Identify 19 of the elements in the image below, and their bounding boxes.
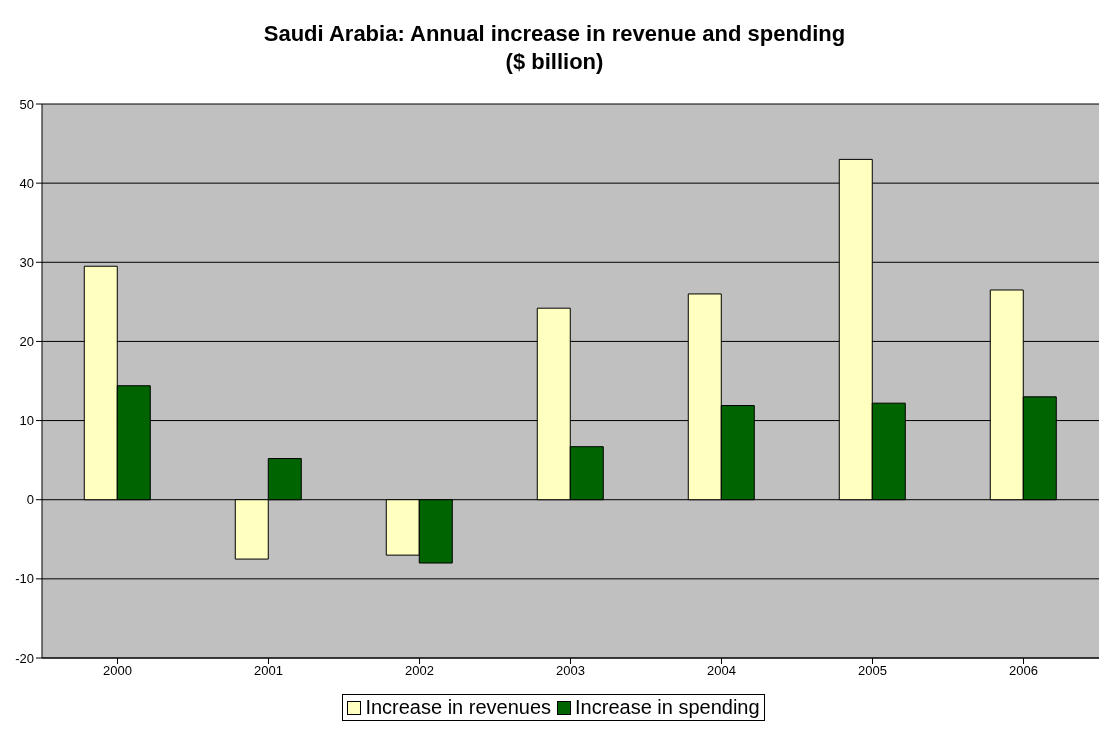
y-tick-label: -10 <box>15 571 34 587</box>
x-tick-label: 2002 <box>405 663 434 679</box>
legend-label: Increase in revenues <box>365 696 552 719</box>
x-tick-label: 2005 <box>858 663 887 679</box>
y-tick-label: -20 <box>15 650 34 666</box>
x-tick-label: 2003 <box>556 663 585 679</box>
y-tick-label: 10 <box>19 413 34 429</box>
x-tick-label: 2004 <box>707 663 736 679</box>
legend-label: Increase in spending <box>575 696 760 719</box>
y-tick-label: 40 <box>19 175 34 191</box>
chart-subtitle: ($ billion) <box>504 48 605 76</box>
y-tick-label: 30 <box>19 254 34 270</box>
x-tick-label: 2006 <box>1009 663 1038 679</box>
x-tick-label: 2000 <box>103 663 132 679</box>
chart-title: Saudi Arabia: Annual increase in revenue and spending <box>262 20 847 48</box>
y-tick-label: 50 <box>19 96 34 112</box>
y-tick-label: 20 <box>19 334 34 350</box>
x-tick-label: 2001 <box>254 663 283 679</box>
y-tick-label: 0 <box>26 492 34 508</box>
